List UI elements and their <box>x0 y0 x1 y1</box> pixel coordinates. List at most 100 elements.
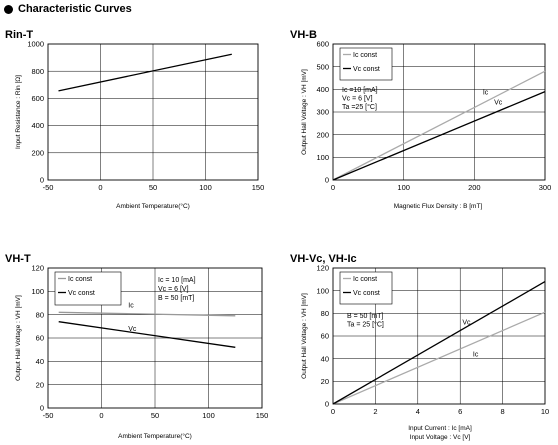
condition-note: B = 50 [mT] <box>347 313 383 320</box>
series-line-ic-const <box>332 311 546 405</box>
x-tick-label: 10 <box>541 407 549 416</box>
x-tick-label: 2 <box>373 407 377 416</box>
y-tick-label: 100 <box>31 287 44 296</box>
x-tick-label: 0 <box>99 411 103 420</box>
x-tick-label: 0 <box>331 183 335 192</box>
legend-entry: Ic const <box>68 276 92 283</box>
legend-entry: Ic const <box>353 52 377 59</box>
legend-box <box>54 271 122 306</box>
plot-frame <box>332 43 546 181</box>
condition-note: Vc = 6 [V] <box>342 96 373 103</box>
y-tick-label: 1000 <box>27 40 44 49</box>
legend-entry: Vc const <box>68 290 95 297</box>
y-tick-label: 100 <box>316 286 329 295</box>
x-tick-label: 50 <box>151 411 159 420</box>
x-axis-label: Ambient Temperature(°C) <box>116 202 190 210</box>
chart-title: VH-T <box>5 253 31 265</box>
x-axis-label: Magnetic Flux Density : B [mT] <box>394 203 483 210</box>
y-tick-label: 20 <box>36 380 44 389</box>
x-tick-label: 50 <box>149 183 157 192</box>
series-line-vc-const <box>332 281 546 405</box>
curve-label: Vc <box>494 99 503 106</box>
y-tick-label: 100 <box>316 153 329 162</box>
y-tick-label: 400 <box>316 85 329 94</box>
condition-note: Ic = 10 [mA] <box>158 277 196 284</box>
series-line-ic-const <box>332 70 546 181</box>
y-tick-label: 60 <box>36 334 44 343</box>
legend-box <box>339 271 393 305</box>
legend-entry: Vc const <box>353 66 380 73</box>
x-tick-label: 300 <box>539 183 552 192</box>
y-tick-label: 600 <box>31 94 44 103</box>
series-line-vc-const <box>332 91 546 181</box>
y-tick-label: 300 <box>316 108 329 117</box>
y-tick-label: 80 <box>321 309 329 318</box>
condition-note: Vc = 6 [V] <box>158 286 189 293</box>
plot-frame <box>332 267 546 405</box>
x-tick-label: 6 <box>458 407 462 416</box>
chart-title: Rin-T <box>5 29 33 41</box>
section-title: Characteristic Curves <box>18 3 132 15</box>
y-tick-label: 60 <box>321 332 329 341</box>
legend-box <box>339 47 393 81</box>
plot-frame <box>47 43 259 181</box>
curve-label: Ic <box>483 89 489 96</box>
y-tick-label: 0 <box>40 176 44 185</box>
y-tick-label: 0 <box>325 176 329 185</box>
x-tick-label: 100 <box>199 183 212 192</box>
y-tick-label: 200 <box>31 148 44 157</box>
x-tick-label: 0 <box>98 183 102 192</box>
legend-entry: Vc const <box>353 290 380 297</box>
x-tick-label: 150 <box>256 411 269 420</box>
y-tick-label: 400 <box>31 121 44 130</box>
y-axis-label: Output Hall Voltage : VH [mV] <box>15 295 22 381</box>
y-tick-label: 80 <box>36 310 44 319</box>
chart-vh-vc-ic: VH-Vc, VH-Ic0 2 4 6 8 10020406080100120Input … <box>290 253 549 441</box>
y-axis-label: Input Resistance : Rin [Ω] <box>15 75 22 149</box>
curve-label: Ic <box>473 351 479 358</box>
y-tick-label: 40 <box>36 357 44 366</box>
curve-label: Vc <box>128 326 137 333</box>
y-tick-label: 200 <box>316 130 329 139</box>
x-tick-label: 8 <box>501 407 505 416</box>
x-axis-label-2: Input Voltage : Vc [V] <box>410 434 471 441</box>
y-tick-label: 120 <box>316 264 329 273</box>
series-line-vc-const <box>58 321 236 348</box>
y-axis-label: Output Hall Voltage : VH [mV] <box>301 69 308 155</box>
x-tick-label: -50 <box>43 411 54 420</box>
chart-title: VH-B <box>290 29 317 41</box>
section-header: Characteristic Curves <box>4 2 132 16</box>
y-tick-label: 0 <box>325 400 329 409</box>
series-line-ic-const <box>58 311 236 317</box>
y-tick-label: 800 <box>31 67 44 76</box>
series-line-rin <box>58 53 232 92</box>
x-tick-label: 100 <box>397 183 410 192</box>
x-axis-label: Ambient Temperature(°C) <box>118 432 192 440</box>
y-tick-label: 120 <box>31 264 44 273</box>
plot-frame <box>47 267 263 409</box>
x-tick-label: 4 <box>416 407 420 416</box>
condition-note: Ta = 25 [°C] <box>347 321 384 329</box>
y-tick-label: 0 <box>40 404 44 413</box>
chart-title: VH-Vc, VH-Ic <box>290 253 357 265</box>
y-tick-label: 600 <box>316 40 329 49</box>
x-tick-label: 0 <box>331 407 335 416</box>
x-tick-label: 100 <box>202 411 215 420</box>
legend-entry: Ic const <box>353 276 377 283</box>
y-tick-label: 500 <box>316 62 329 71</box>
chart-vh-b: VH-B 0 100 200 300 0 100 200 300 400 500 600 Magneti… <box>290 29 551 210</box>
y-axis-label: Output Hall Voltage : VH [mV] <box>301 293 308 379</box>
curve-label: Ic <box>128 303 134 310</box>
condition-note: Ic =10 [mA] <box>342 87 378 94</box>
curve-label: Vc <box>462 320 471 327</box>
x-tick-label: 150 <box>252 183 265 192</box>
condition-note: Ta =25 [°C] <box>342 103 377 111</box>
x-axis-label: Input Current : Ic [mA] <box>408 425 472 432</box>
y-tick-label: 20 <box>321 377 329 386</box>
chart-rin-t: Rin-T-50 0 50 100 15002004006008001000Ambien… <box>5 29 264 210</box>
y-tick-label: 40 <box>321 354 329 363</box>
bullet-icon <box>4 4 13 14</box>
x-tick-label: -50 <box>43 183 54 192</box>
